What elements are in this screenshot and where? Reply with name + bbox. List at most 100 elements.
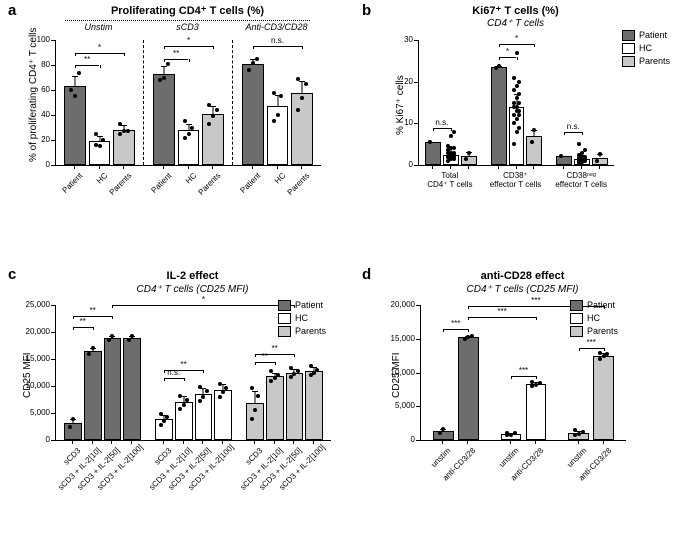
data-point <box>276 373 280 377</box>
legend-swatch-patient <box>622 30 635 41</box>
data-point <box>532 128 536 132</box>
significance-bracket <box>443 329 468 330</box>
ytick-label: 40 <box>20 110 50 119</box>
ytick-label: 0 <box>20 160 50 169</box>
chart-b-title: Ki67⁺ T cells (%) <box>418 4 613 17</box>
bar <box>113 130 135 165</box>
chart-b-plot: n.s.**n.s. <box>418 40 614 166</box>
data-point <box>68 425 72 429</box>
data-point <box>296 369 300 373</box>
data-point <box>517 113 521 117</box>
significance-label: *** <box>519 366 528 375</box>
bar <box>556 156 572 165</box>
bar <box>425 142 441 165</box>
ytick-label: 30 <box>383 35 413 44</box>
significance-label: n.s. <box>435 118 448 127</box>
legend-d-label-hc: HC <box>587 313 600 323</box>
x-category-label: Patient <box>216 171 262 217</box>
data-point <box>304 82 308 86</box>
significance-label: ** <box>173 49 179 58</box>
data-point <box>253 408 257 412</box>
bar <box>123 338 141 440</box>
data-point <box>127 338 131 342</box>
data-point <box>438 431 442 435</box>
significance-label: ** <box>80 317 86 326</box>
bar <box>291 93 313 166</box>
data-point <box>598 152 602 156</box>
ytick-label: 10 <box>383 118 413 127</box>
legend-label-patient: Patient <box>639 30 667 40</box>
ytick-label: 10,000 <box>385 368 415 377</box>
data-point <box>517 80 521 84</box>
data-point <box>251 61 255 65</box>
data-point <box>207 122 211 126</box>
data-point <box>289 366 293 370</box>
data-point <box>467 151 471 155</box>
bar <box>491 67 507 165</box>
significance-bracket <box>253 46 302 47</box>
data-point <box>517 92 521 96</box>
significance-bracket <box>164 59 189 60</box>
significance-bracket <box>511 376 536 377</box>
data-point <box>583 155 587 159</box>
data-point <box>101 138 105 142</box>
data-point <box>296 108 300 112</box>
legend-d-swatch-patient <box>570 300 583 311</box>
data-point <box>300 96 304 100</box>
data-point <box>446 144 450 148</box>
data-point <box>449 134 453 138</box>
data-point <box>512 76 516 80</box>
chart-b-subtitle: CD4⁺ T cells <box>418 18 613 29</box>
ytick-label: 20,000 <box>20 327 50 336</box>
data-point <box>559 154 563 158</box>
legend-label-hc: HC <box>639 43 652 53</box>
legend-d: Patient HC Parents <box>570 300 618 339</box>
bar <box>433 431 454 440</box>
chart-d-title: anti-CD28 effect <box>420 270 625 282</box>
data-point <box>583 148 587 152</box>
data-point <box>183 136 187 140</box>
data-point <box>470 334 474 338</box>
ytick-label: 80 <box>20 60 50 69</box>
significance-bracket <box>255 354 295 355</box>
data-point <box>512 142 516 146</box>
data-point <box>211 114 215 118</box>
data-point <box>515 117 519 121</box>
data-point <box>190 126 194 130</box>
data-point <box>530 140 534 144</box>
data-point <box>452 146 456 150</box>
legend-c-label-hc: HC <box>295 313 308 323</box>
data-point <box>255 57 259 61</box>
bar <box>175 402 193 440</box>
legend-d-swatch-hc <box>570 313 583 324</box>
data-point <box>107 338 111 342</box>
data-point <box>187 132 191 136</box>
significance-bracket <box>564 132 582 133</box>
data-point <box>515 130 519 134</box>
data-point <box>269 369 273 373</box>
bar <box>195 394 213 440</box>
data-point <box>250 386 254 390</box>
data-point <box>205 389 209 393</box>
data-point <box>69 88 73 92</box>
chart-a-plot: ******n.s. <box>55 40 321 166</box>
group-label: Anti-CD3/CD28 <box>245 22 307 32</box>
data-point <box>224 386 228 390</box>
legend-c-label-parents: Parents <box>295 326 326 336</box>
data-point <box>577 142 581 146</box>
data-point <box>178 394 182 398</box>
data-point <box>315 368 319 372</box>
data-point <box>165 415 169 419</box>
data-point <box>573 428 577 432</box>
bar <box>305 371 323 440</box>
data-point <box>250 417 254 421</box>
ytick-label: 60 <box>20 85 50 94</box>
significance-bracket <box>75 65 100 66</box>
x-category-label: unstim <box>474 446 520 492</box>
data-point <box>530 380 534 384</box>
legend-c-swatch-parents <box>278 326 291 337</box>
group-separator <box>232 40 233 165</box>
data-point <box>130 334 134 338</box>
significance-bracket <box>75 53 124 54</box>
bar <box>266 376 284 440</box>
